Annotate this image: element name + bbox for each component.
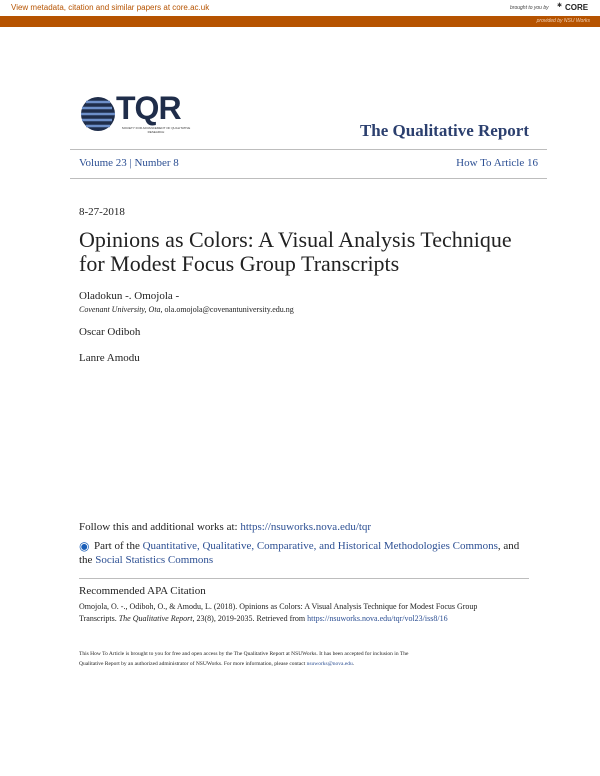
divider [70, 149, 547, 150]
follow-label: Follow this and additional works at: [79, 521, 241, 533]
citation-text: Transcripts. [79, 614, 119, 623]
part-of-text-2: the Social Statistics Commons [79, 554, 213, 566]
part-of-text: Part of the Quantitative, Qualitative, C… [94, 540, 519, 552]
methodologies-commons-link[interactable]: Quantitative, Qualitative, Comparative, … [142, 540, 498, 552]
journal-title[interactable]: The Qualitative Report [359, 121, 529, 140]
volume-link[interactable]: Volume 23 | Number 8 [79, 157, 179, 169]
footer-end: . [352, 661, 355, 667]
title-line: for Modest Focus Group Transcripts [79, 251, 400, 276]
affiliation: Covenant University, Ota [79, 305, 161, 314]
contact-email-link[interactable]: nsuworks@nova.edu [306, 661, 353, 667]
core-link[interactable]: core.ac.uk [172, 3, 210, 12]
citation-link[interactable]: https://nsuworks.nova.edu/tqr/vol23/iss8… [307, 614, 448, 623]
footer-text: Qualitative Report by an authorized admi… [79, 661, 307, 667]
part-and: , and [497, 540, 520, 552]
follow-text: Follow this and additional works at: htt… [79, 521, 371, 533]
globe-icon [81, 97, 115, 131]
citation-line: Transcripts. The Qualitative Report, 23(… [79, 614, 448, 623]
social-statistics-commons-link[interactable]: Social Statistics Commons [95, 554, 214, 566]
part-the: the [79, 554, 96, 566]
author-affiliation: Covenant University, Ota, ola.omojola@co… [79, 305, 294, 314]
provider-text: provided by NSU Works [536, 18, 590, 24]
author-email: , ola.omojola@covenantuniversity.edu.ng [160, 305, 294, 314]
divider [70, 178, 547, 179]
divider [79, 578, 529, 579]
logo-tagline: SOCIETY FOR ADVANCEMENT OF QUALITATIVE R… [121, 126, 191, 134]
author-name: Oladokun -. Omojola - [79, 290, 180, 302]
core-bar: View metadata, citation and similar pape… [0, 0, 600, 16]
commons-icon: ◉ [79, 539, 90, 553]
author-name: Oscar Odiboh [79, 326, 141, 338]
author-name: Lanre Amodu [79, 352, 140, 364]
article-number-link[interactable]: How To Article 16 [456, 157, 538, 169]
citation-text: , 23(8), 2019-2035. Retrieved from [192, 614, 308, 623]
tqr-logo: TQR SOCIETY FOR ADVANCEMENT OF QUALITATI… [78, 90, 198, 138]
publication-date: 8-27-2018 [79, 206, 125, 218]
footer-line: This How To Article is brought to you fo… [79, 651, 409, 657]
core-text: View metadata, citation and similar pape… [11, 3, 173, 12]
part-label: Part of the [94, 540, 143, 552]
citation-heading: Recommended APA Citation [79, 585, 206, 597]
footer-line: Qualitative Report by an authorized admi… [79, 661, 354, 667]
core-logo-icon: ✱ [557, 3, 563, 9]
citation-journal: The Qualitative Report [118, 614, 193, 623]
core-metadata-text: View metadata, citation and similar pape… [11, 3, 209, 12]
article-title: Opinions as Colors: A Visual Analysis Te… [79, 228, 512, 276]
brought-text: brought to you by [510, 5, 549, 11]
title-line: Opinions as Colors: A Visual Analysis Te… [79, 227, 512, 252]
citation-line: Omojola, O. -., Odiboh, O., & Amodu, L. … [79, 602, 478, 611]
tqr-link[interactable]: https://nsuworks.nova.edu/tqr [240, 521, 372, 533]
logo-text: TQR [116, 90, 182, 126]
core-logo-text[interactable]: CORE [565, 3, 589, 12]
core-provider-bar: provided by NSU Works [0, 16, 600, 27]
